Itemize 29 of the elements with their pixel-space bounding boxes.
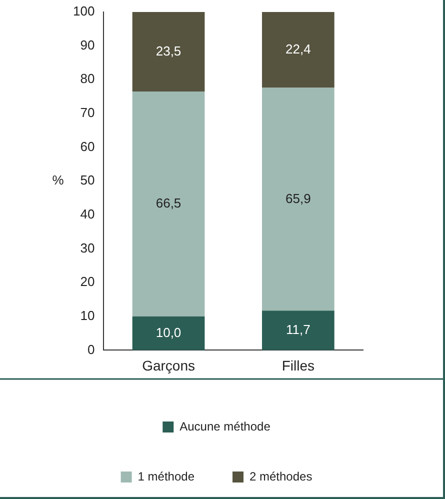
y-tick-label: 90 <box>80 37 95 52</box>
data-label: 10,0 <box>156 324 182 340</box>
y-tick-label: 40 <box>80 206 95 222</box>
y-tick-label: 60 <box>80 138 95 154</box>
y-tick-label: 10 <box>80 308 95 323</box>
legend-label: 2 méthodes <box>250 469 312 484</box>
data-label: 22,4 <box>286 41 311 56</box>
bar <box>132 12 205 92</box>
y-tick-label: 70 <box>80 105 95 120</box>
y-tick-label: 50 <box>80 172 95 188</box>
y-tick-label: 30 <box>80 240 95 256</box>
bar <box>262 12 334 88</box>
y-tick-label: 0 <box>87 342 95 357</box>
legend-label: 1 méthode <box>138 469 195 484</box>
y-tick-label: 20 <box>80 274 95 290</box>
legend-label: Aucune méthode <box>180 419 271 434</box>
bar <box>132 91 205 316</box>
bar <box>262 310 334 350</box>
y-tick-label: 80 <box>80 71 95 86</box>
bar <box>132 316 205 350</box>
data-label: 66,5 <box>156 196 182 211</box>
data-label: 11,7 <box>286 322 310 337</box>
y-tick-label: 100 <box>72 4 95 19</box>
data-label: 65,9 <box>286 190 311 206</box>
bar <box>262 88 334 311</box>
x-tick-label: Filles <box>282 357 315 374</box>
y-axis-title: % <box>52 172 64 188</box>
x-tick-label: Garçons <box>142 357 195 374</box>
data-label: 23,5 <box>156 43 182 58</box>
